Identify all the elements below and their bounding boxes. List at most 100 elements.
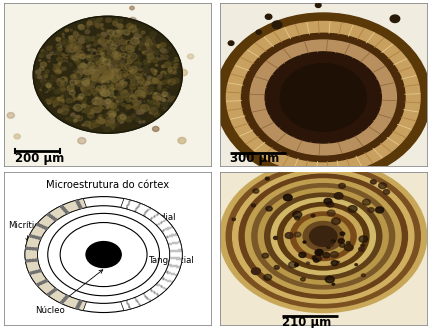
Circle shape xyxy=(37,69,40,71)
Circle shape xyxy=(300,277,304,281)
Circle shape xyxy=(80,73,83,75)
Circle shape xyxy=(68,37,74,41)
Wedge shape xyxy=(120,198,182,311)
Circle shape xyxy=(128,53,137,60)
Circle shape xyxy=(111,86,116,90)
Circle shape xyxy=(106,73,109,76)
Circle shape xyxy=(101,85,105,89)
Circle shape xyxy=(72,95,75,97)
Circle shape xyxy=(106,84,109,87)
Circle shape xyxy=(112,63,117,67)
Circle shape xyxy=(112,81,116,84)
Circle shape xyxy=(134,64,139,68)
Circle shape xyxy=(89,69,94,74)
Circle shape xyxy=(53,101,58,106)
Circle shape xyxy=(115,42,120,46)
Circle shape xyxy=(92,65,95,67)
Circle shape xyxy=(106,80,109,83)
Circle shape xyxy=(150,111,153,114)
Circle shape xyxy=(76,116,83,121)
Circle shape xyxy=(330,240,335,243)
Circle shape xyxy=(123,79,129,84)
Circle shape xyxy=(134,34,140,39)
Circle shape xyxy=(108,69,113,73)
Circle shape xyxy=(160,47,163,48)
Circle shape xyxy=(142,118,146,121)
Circle shape xyxy=(126,64,128,66)
Circle shape xyxy=(37,75,42,79)
Circle shape xyxy=(123,74,126,77)
Circle shape xyxy=(77,81,83,85)
Circle shape xyxy=(98,115,103,119)
Circle shape xyxy=(63,51,68,54)
Circle shape xyxy=(141,31,144,34)
Circle shape xyxy=(125,117,132,122)
Circle shape xyxy=(370,180,375,184)
Circle shape xyxy=(77,35,82,40)
Circle shape xyxy=(97,124,100,126)
Circle shape xyxy=(117,30,120,32)
Circle shape xyxy=(147,54,154,59)
Circle shape xyxy=(110,75,119,82)
Circle shape xyxy=(114,72,117,75)
Circle shape xyxy=(83,118,89,123)
Circle shape xyxy=(265,14,271,19)
Circle shape xyxy=(112,88,117,92)
Circle shape xyxy=(140,105,144,109)
Circle shape xyxy=(80,63,86,67)
Circle shape xyxy=(71,46,73,47)
Circle shape xyxy=(85,40,88,42)
Circle shape xyxy=(66,46,68,48)
Circle shape xyxy=(312,255,321,261)
Circle shape xyxy=(105,71,108,73)
Circle shape xyxy=(99,92,103,94)
Circle shape xyxy=(98,86,103,90)
Circle shape xyxy=(107,43,110,45)
Circle shape xyxy=(95,24,99,27)
Circle shape xyxy=(167,67,176,74)
Circle shape xyxy=(113,85,118,89)
Circle shape xyxy=(152,47,157,51)
Circle shape xyxy=(89,27,94,31)
Circle shape xyxy=(104,82,107,84)
Circle shape xyxy=(84,67,87,69)
Circle shape xyxy=(158,35,163,38)
Circle shape xyxy=(120,60,124,64)
Circle shape xyxy=(112,81,115,83)
Circle shape xyxy=(138,119,141,122)
Circle shape xyxy=(231,218,235,220)
Circle shape xyxy=(336,261,339,263)
Circle shape xyxy=(87,63,92,67)
Circle shape xyxy=(162,96,167,100)
Circle shape xyxy=(92,47,95,49)
Circle shape xyxy=(115,87,117,89)
Circle shape xyxy=(138,121,141,123)
Circle shape xyxy=(98,82,101,85)
Circle shape xyxy=(169,57,174,61)
Circle shape xyxy=(140,80,144,83)
Circle shape xyxy=(122,52,124,54)
Circle shape xyxy=(86,101,93,106)
Circle shape xyxy=(95,88,98,90)
Circle shape xyxy=(113,69,121,75)
Circle shape xyxy=(104,102,110,107)
Circle shape xyxy=(109,79,113,82)
Circle shape xyxy=(98,117,101,120)
Circle shape xyxy=(71,74,76,78)
Circle shape xyxy=(106,73,109,76)
Circle shape xyxy=(132,98,136,101)
Circle shape xyxy=(375,207,383,213)
Circle shape xyxy=(147,77,156,84)
Circle shape xyxy=(228,41,233,45)
Circle shape xyxy=(146,27,147,28)
Circle shape xyxy=(94,102,97,104)
Circle shape xyxy=(157,81,162,85)
Circle shape xyxy=(49,292,52,294)
Circle shape xyxy=(137,41,141,44)
Circle shape xyxy=(120,64,122,66)
Circle shape xyxy=(111,53,118,58)
Circle shape xyxy=(84,36,89,40)
Circle shape xyxy=(61,95,63,97)
Circle shape xyxy=(294,232,300,237)
Circle shape xyxy=(113,22,119,27)
